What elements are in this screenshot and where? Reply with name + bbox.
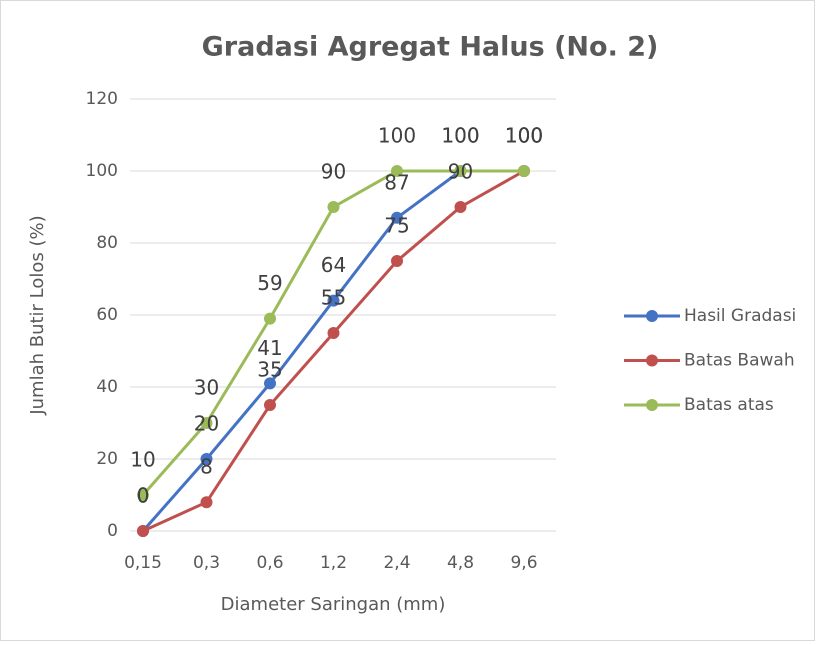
y-tick-label: 20 [96,449,118,469]
chart-title: Gradasi Agregat Halus (No. 2) [202,32,659,63]
data-label: 20 [194,412,219,436]
y-tick-label: 40 [96,377,118,397]
data-point [391,211,403,224]
x-tick-label: 2,4 [383,553,410,573]
data-point [200,496,213,509]
legend-marker [646,354,658,367]
data-point [137,525,149,537]
y-tick-label: 60 [96,305,118,325]
legend-marker [646,399,658,411]
data-point [200,417,213,429]
x-tick-label: 0,6 [256,553,283,573]
y-tick-label: 80 [96,233,118,253]
y-tick-label: 120 [86,89,118,109]
data-point [264,312,276,325]
data-label: 87 [384,170,409,194]
data-label: 0 [137,484,150,508]
data-label: 90 [321,160,346,184]
data-point [391,255,403,267]
data-label: 100 [378,124,416,148]
data-label: 59 [257,271,282,295]
data-label: 90 [448,160,473,184]
data-label: 75 [384,214,409,238]
y-tick-label: 100 [86,161,118,181]
data-label: 100 [505,124,543,148]
data-point [327,294,340,307]
data-label: 55 [321,286,346,310]
legend-marker [646,310,658,322]
data-label: 0 [137,484,150,508]
data-label: 10 [130,448,155,472]
data-label: 100 [441,124,479,148]
data-point [454,201,467,213]
data-label: 41 [257,336,282,360]
data-label: 100 [441,124,479,148]
y-tick-label: 0 [107,521,118,541]
x-tick-label: 0,3 [193,553,220,573]
data-label: 35 [257,358,282,382]
x-tick-label: 0,15 [124,553,162,573]
data-label: 8 [200,455,213,479]
data-point [264,399,276,411]
data-label: 100 [505,124,543,148]
legend-label: Batas Bawah [684,351,795,371]
data-point [327,327,340,339]
legend-label: Batas atas [684,395,774,415]
data-point [200,453,213,465]
data-label: 64 [321,253,346,277]
x-tick-label: 1,2 [320,553,347,573]
data-point [454,165,467,177]
x-axis-title: Diameter Saringan (mm) [221,594,446,615]
legend-label: Hasil Gradasi [684,306,796,326]
data-label: 100 [505,124,543,148]
x-tick-label: 9,6 [510,553,537,573]
x-tick-label: 4,8 [447,553,474,573]
data-point [137,489,149,501]
y-axis-title: Jumlah Butir Lolos (%) [27,215,48,415]
data-point [391,165,403,177]
data-label: 30 [194,376,219,400]
data-point [264,377,276,390]
data-point [518,165,530,177]
data-point [327,201,340,213]
